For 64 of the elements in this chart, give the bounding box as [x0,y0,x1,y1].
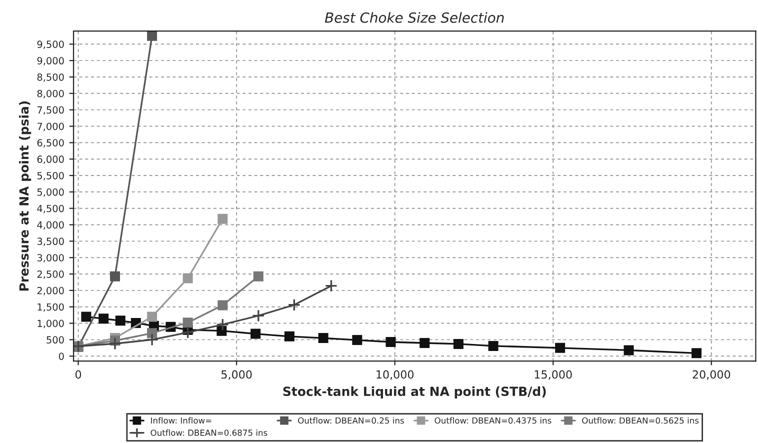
y-tick-label: 5,500 [37,172,64,180]
y-tick-label: 4,500 [37,204,64,214]
x-tick-label: 0 [75,370,82,379]
point [624,345,634,356]
point [318,333,328,344]
y-tick-label: 6,500 [37,139,64,148]
point [288,298,301,312]
legend-label: Inflow: Inflow= [151,417,212,424]
point [110,271,120,282]
point [182,318,193,328]
point [218,214,228,224]
y-tick-label: 7,000 [37,122,64,132]
y-tick-label: 2,000 [37,286,64,296]
point [253,271,264,282]
x-tick-label: 10,000 [376,370,414,380]
y-tick-label: 9,500 [37,40,64,49]
legend-label: Outflow: DBEAN=0.4375 ins [434,417,552,424]
point [216,318,230,331]
point [147,31,158,41]
y-tick-label: 0 [58,352,64,360]
point [182,273,193,284]
point [146,333,158,346]
y-tick-label: 7,500 [37,106,64,115]
point [555,342,566,353]
y-tick-label: 9,000 [37,57,64,66]
y-tick-label: 2,500 [37,270,64,279]
chart-title: Best Choke Size Selection [324,12,504,23]
y-tick-label: 8,000 [37,90,64,98]
point [108,337,122,350]
point [216,326,227,336]
legend-label: Outflow: DBEAN=0.25 ins [298,417,404,424]
point [181,326,194,339]
point [352,335,362,346]
y-tick-label: 5,000 [37,188,64,197]
y-tick-label: 1,000 [38,320,64,328]
point [692,348,702,358]
x-axis-title: Stock-tank Liquid at NA point (STB/d) [283,386,546,398]
x-tick-label: 20,000 [692,370,730,380]
y-tick-label: 500 [46,336,64,344]
y-tick-label: 3,500 [37,238,64,246]
point [218,300,228,310]
point [488,340,498,351]
point [250,328,261,339]
legend-label: Outflow: DBEAN=0.5625 ins [582,417,699,424]
point [386,336,396,347]
point [115,316,126,326]
point [453,338,464,349]
point [81,312,92,322]
point [252,309,265,322]
y-axis-title: Pressure at NA point (psia) [19,101,32,291]
point [147,328,158,338]
point [284,331,294,342]
point [324,279,338,292]
x-tick-label: 15,000 [534,370,572,380]
y-tick-label: 3,000 [37,254,64,262]
point [98,314,109,324]
point [147,312,158,322]
x-tick-label: 5,000 [222,370,252,380]
y-tick-label: 4,000 [37,221,64,230]
y-tick-label: 8,500 [37,73,64,82]
y-tick-label: 6,000 [37,156,64,164]
y-tick-label: 1,500 [38,303,64,312]
legend-label: Outflow: DBEAN=0.6875 ins [150,429,268,436]
point [420,338,430,348]
